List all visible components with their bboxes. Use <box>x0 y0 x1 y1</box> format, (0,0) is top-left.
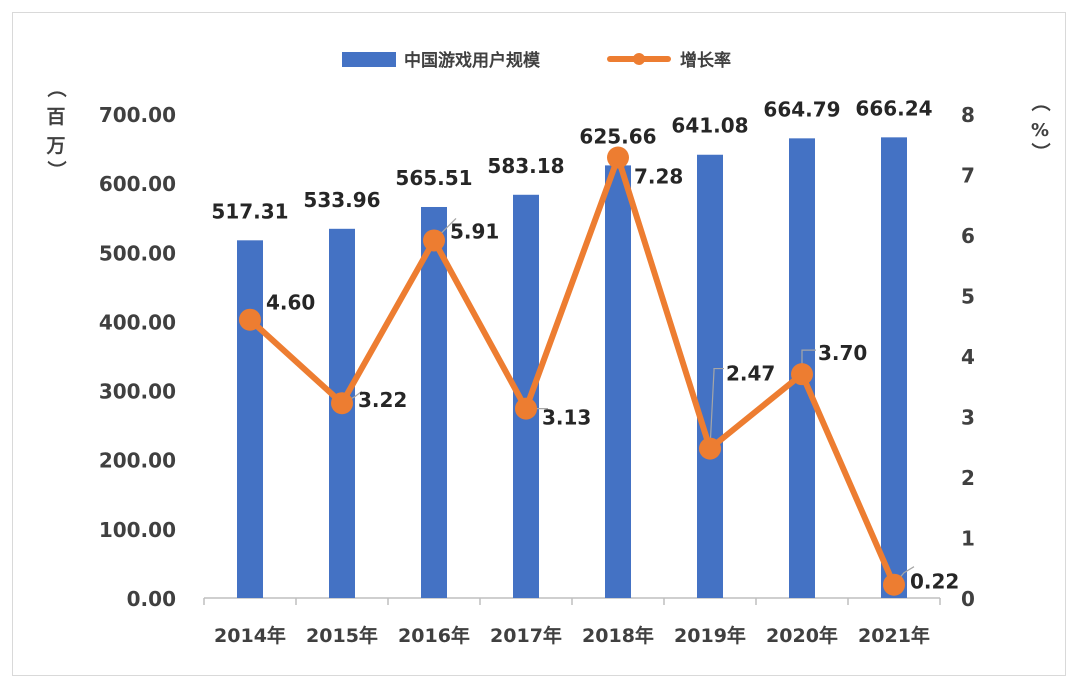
growth-rate-point <box>239 308 261 331</box>
growth-rate-point <box>515 397 537 420</box>
growth-rate-point <box>791 363 813 386</box>
y-left-tick-label: 400.00 <box>99 310 176 334</box>
data-label-leader <box>709 367 724 449</box>
y-left-unit-char-1: 百 <box>46 106 65 128</box>
legend-swatch-bar <box>342 52 396 67</box>
y-right-tick-label: 3 <box>961 406 975 430</box>
line-data-label: 2.47 <box>726 362 775 386</box>
bar-data-label: 664.79 <box>763 97 840 121</box>
line-data-label: 0.22 <box>910 570 959 594</box>
y-left-tick-label: 600.00 <box>99 172 176 196</box>
growth-rate-point <box>331 392 353 415</box>
bar-data-label: 666.24 <box>855 96 932 120</box>
legend-label-bar: 中国游戏用户规模 <box>404 50 541 71</box>
x-tick-label: 2021年 <box>858 624 930 647</box>
bar <box>237 240 263 599</box>
y-right-tick-label: 5 <box>961 285 975 309</box>
y-right-unit-char-2: ） <box>1029 142 1052 161</box>
growth-rate-line <box>247 154 897 588</box>
bar <box>421 206 447 598</box>
y-left-unit-label: （ 百 万 ） <box>45 78 68 179</box>
y-right-unit-char-0: （ <box>1029 92 1052 111</box>
legend: 中国游戏用户规模 增长率 <box>342 50 731 71</box>
x-tick-label: 2019年 <box>674 624 746 647</box>
bar <box>881 137 907 598</box>
y-left-unit-char-0: （ <box>45 78 68 97</box>
plot-area: 0.00 100.00 200.00 300.00 400.00 500.00 600.00… <box>99 96 975 647</box>
line-data-label: 3.22 <box>358 388 407 412</box>
y-right-tick-label: 2 <box>961 466 975 490</box>
line-data-label: 3.70 <box>818 341 867 365</box>
y-right-tick-label: 4 <box>961 345 975 369</box>
y-left-unit-char-3: ） <box>45 160 68 179</box>
y-right-tick-label: 0 <box>961 587 975 611</box>
bar-data-label: 533.96 <box>303 188 380 212</box>
bar-data-label: 641.08 <box>671 114 748 138</box>
y-right-tick-label: 6 <box>961 224 975 248</box>
legend-swatch-marker <box>633 53 645 65</box>
bar-data-label: 565.51 <box>395 166 472 190</box>
growth-rate-point <box>699 437 721 460</box>
x-tick-label: 2017年 <box>490 624 562 647</box>
y-left-tick-label: 700.00 <box>99 103 176 127</box>
y-right-unit-char-1: % <box>1031 120 1049 141</box>
x-tick-label: 2020年 <box>766 624 838 647</box>
y-right-tick-label: 1 <box>961 527 975 551</box>
line-data-label: 7.28 <box>634 165 683 189</box>
bar-data-label: 625.66 <box>579 124 656 148</box>
x-tick-label: 2018年 <box>582 624 654 647</box>
bar <box>605 165 631 598</box>
y-left-tick-label: 0.00 <box>127 587 176 611</box>
y-left-tick-label: 100.00 <box>99 518 176 542</box>
line-data-label: 5.91 <box>450 219 499 243</box>
bar-data-label: 517.31 <box>211 199 288 223</box>
y-left-tick-label: 300.00 <box>99 380 176 404</box>
y-right-tick-label: 8 <box>961 103 975 127</box>
growth-rate-point <box>423 229 445 252</box>
x-tick-label: 2014年 <box>214 624 286 647</box>
y-left-tick-label: 200.00 <box>99 449 176 473</box>
bar <box>697 154 723 599</box>
x-tick-label: 2015年 <box>306 624 378 647</box>
y-right-unit-label: （ % ） <box>1029 92 1052 161</box>
growth-rate-point <box>607 146 629 169</box>
growth-rate-point <box>883 573 905 596</box>
y-right-tick-label: 7 <box>961 164 975 188</box>
bar-data-label: 583.18 <box>487 154 564 178</box>
legend-label-line: 增长率 <box>680 50 731 71</box>
x-tick-label: 2016年 <box>398 624 470 647</box>
line-data-label: 4.60 <box>266 291 315 315</box>
y-left-unit-char-2: 万 <box>45 135 65 157</box>
y-left-tick-label: 500.00 <box>99 241 176 265</box>
line-data-label: 3.13 <box>542 406 591 430</box>
